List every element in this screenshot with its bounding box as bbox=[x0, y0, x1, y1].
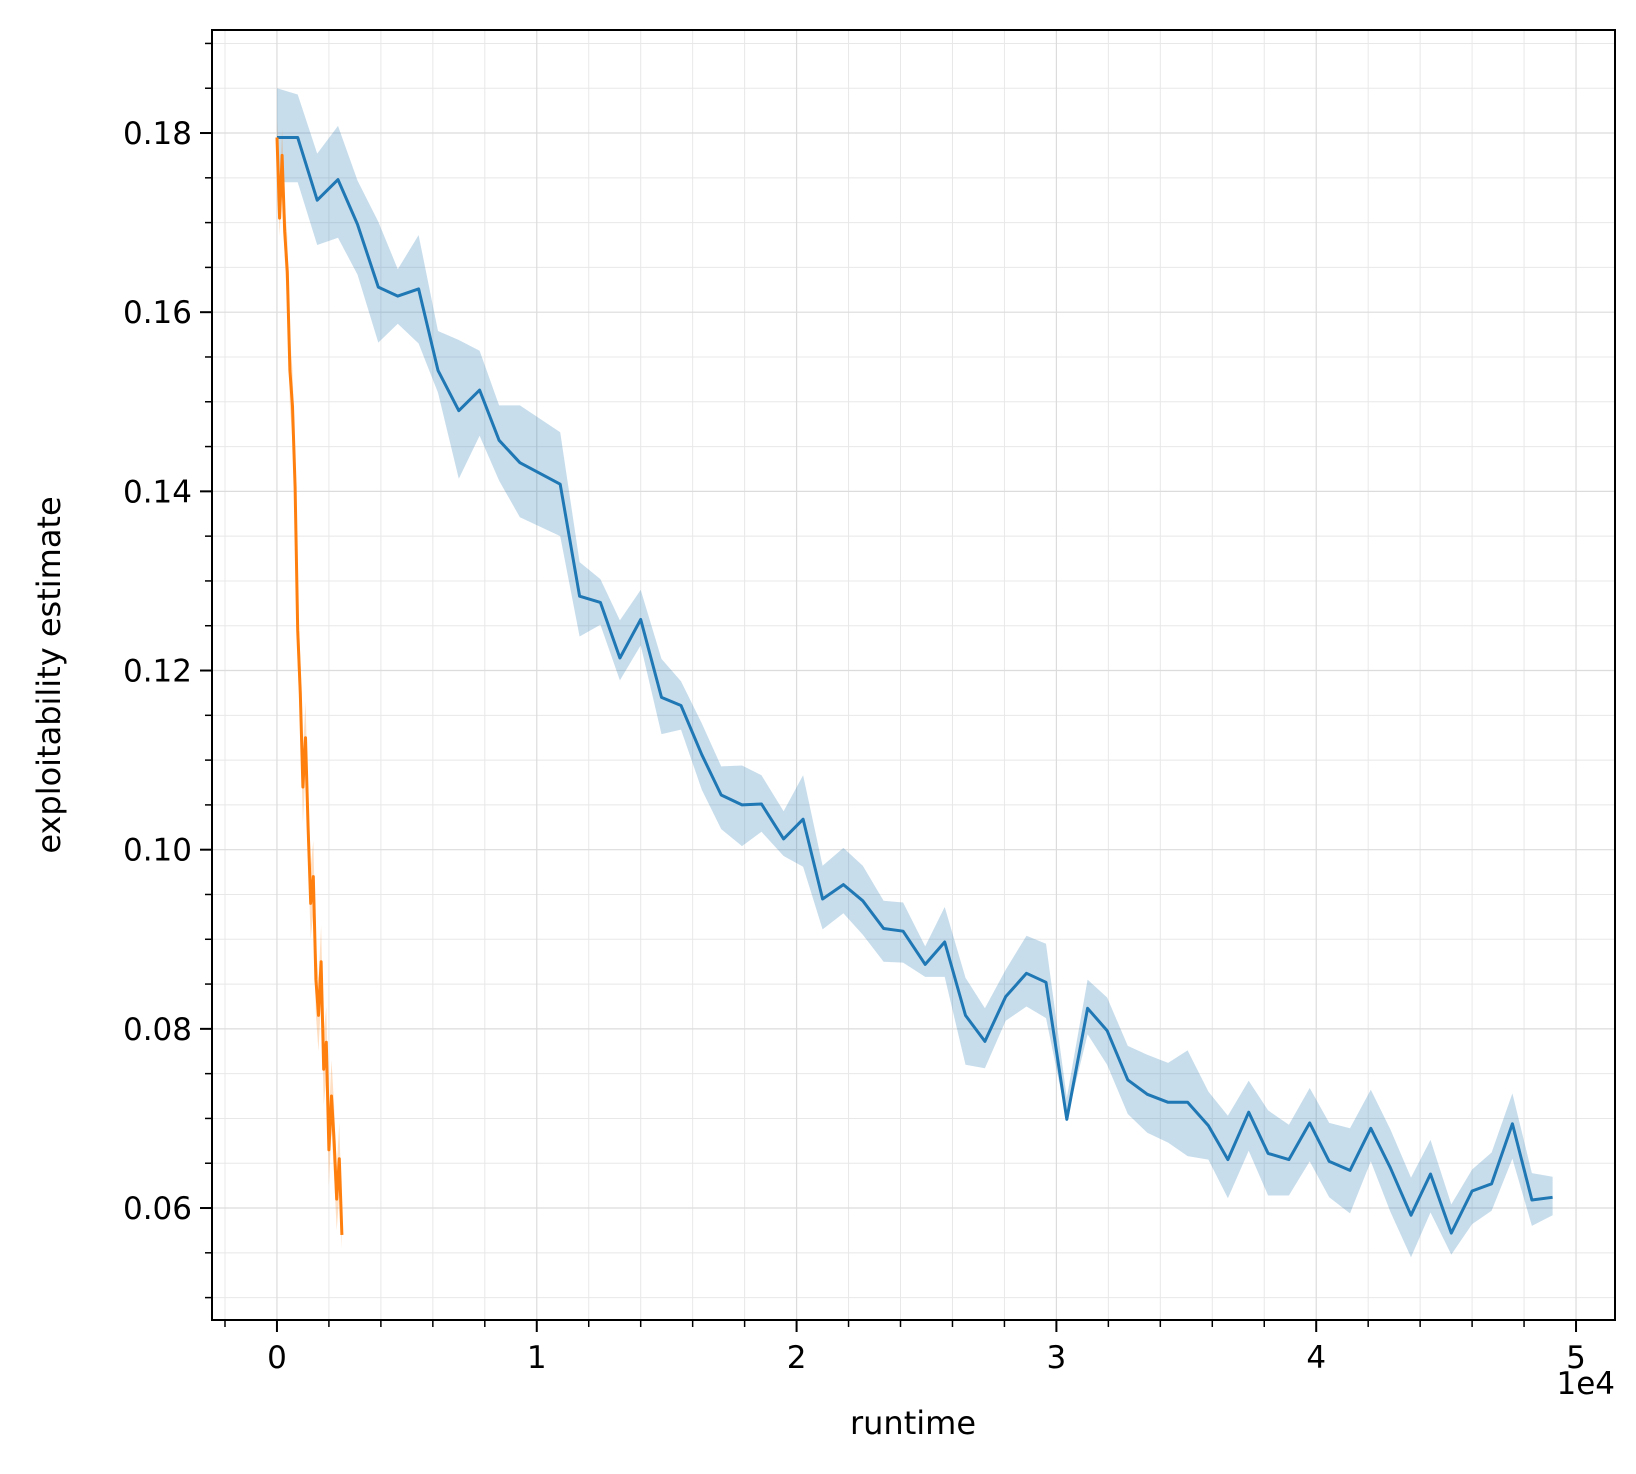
y-tick-label: 0.12 bbox=[123, 654, 192, 690]
x-tick-label: 3 bbox=[1047, 1340, 1067, 1376]
axis-ticks bbox=[200, 42, 1578, 1332]
x-axis-offset-label: 1e4 bbox=[1556, 1366, 1615, 1402]
y-tick-labels: 0.06 0.08 0.10 0.12 0.14 0.16 0.18 bbox=[123, 116, 192, 1227]
series-lines bbox=[275, 136, 1553, 1235]
y-tick-label: 0.06 bbox=[123, 1191, 192, 1227]
series-1-line bbox=[277, 136, 1553, 1235]
x-tick-label: 4 bbox=[1306, 1340, 1326, 1376]
series-2-line bbox=[275, 137, 344, 1235]
y-tick-label: 0.14 bbox=[123, 474, 192, 510]
x-tick-label: 5 bbox=[1566, 1340, 1586, 1376]
x-tick-labels: 0 1 2 3 4 5 bbox=[267, 1340, 1586, 1376]
y-tick-label: 0.16 bbox=[123, 295, 192, 331]
x-tick-label: 0 bbox=[267, 1340, 287, 1376]
x-tick-label: 2 bbox=[787, 1340, 807, 1376]
x-tick-label: 1 bbox=[527, 1340, 547, 1376]
y-axis-label: exploitability estimate bbox=[30, 496, 68, 853]
x-axis-label: runtime bbox=[850, 1404, 976, 1442]
y-tick-label: 0.10 bbox=[123, 833, 192, 869]
minor-grid bbox=[212, 30, 1615, 1320]
plot-frame bbox=[211, 29, 1616, 1321]
y-tick-label: 0.08 bbox=[123, 1012, 192, 1048]
major-grid bbox=[212, 30, 1615, 1320]
y-tick-label: 0.18 bbox=[123, 116, 192, 152]
